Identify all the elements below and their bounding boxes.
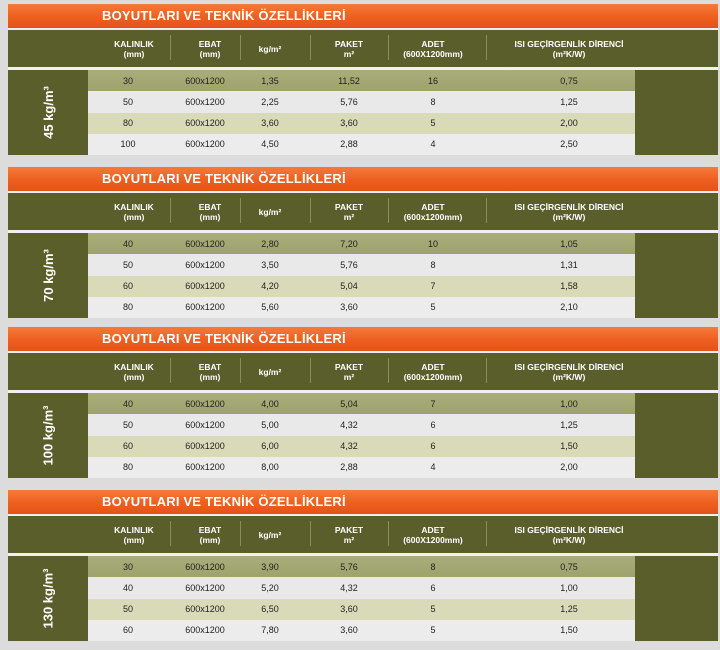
table-row: 40 600x1200 2,80 7,20 10 1,05 xyxy=(88,233,635,255)
table-body: 45 kg/m³ 30 600x1200 1,35 11,52 16 0,75 … xyxy=(8,70,718,155)
table-body: 130 kg/m³ 30 600x1200 3,90 5,76 8 0,75 4… xyxy=(8,556,718,641)
header-isi: ISI GEÇİRGENLİK DİRENCİ (m²K/W) xyxy=(514,524,624,545)
header-isi: ISI GEÇİRGENLİK DİRENCİ (m²K/W) xyxy=(514,361,624,382)
table-rows: 30 600x1200 3,90 5,76 8 0,75 40 600x1200… xyxy=(88,556,635,641)
header-isi: ISI GEÇİRGENLİK DİRENCİ (m²K/W) xyxy=(514,38,624,59)
header-adet: ADET (600x1200mm) xyxy=(403,361,463,382)
spec-block-70: BOYUTLARI VE TEKNİK ÖZELLİKLERİ KALINLIK… xyxy=(8,167,718,318)
table-header: KALINLIK (mm) EBAT (mm) kg/m² PAKET m² A… xyxy=(8,191,718,233)
table-rows: 40 600x1200 4,00 5,04 7 1,00 50 600x1200… xyxy=(88,393,635,478)
table-row: 100 600x1200 4,50 2,88 4 2,50 xyxy=(88,133,635,155)
right-cap xyxy=(635,556,718,641)
header-kalinlik: KALINLIK (mm) xyxy=(114,361,154,382)
table-row: 50 600x1200 3,50 5,76 8 1,31 xyxy=(88,254,635,276)
table-header: KALINLIK (mm) EBAT (mm) kg/m² PAKET m² A… xyxy=(8,351,718,393)
section-title: BOYUTLARI VE TEKNİK ÖZELLİKLERİ xyxy=(8,4,718,28)
spec-block-100: BOYUTLARI VE TEKNİK ÖZELLİKLERİ KALINLIK… xyxy=(8,327,718,478)
header-kg: kg/m² xyxy=(258,529,282,540)
section-title: BOYUTLARI VE TEKNİK ÖZELLİKLERİ xyxy=(8,167,718,191)
header-ebat: EBAT (mm) xyxy=(198,38,222,59)
header-adet: ADET (600X1200mm) xyxy=(403,524,463,545)
section-title: BOYUTLARI VE TEKNİK ÖZELLİKLERİ xyxy=(8,490,718,514)
header-paket: PAKET m² xyxy=(334,201,364,222)
header-adet: ADET (600x1200mm) xyxy=(403,201,463,222)
header-paket: PAKET m² xyxy=(334,524,364,545)
table-header: KALINLIK (mm) EBAT (mm) kg/m² PAKET m² A… xyxy=(8,514,718,556)
right-cap xyxy=(635,70,718,155)
table-row: 60 600x1200 6,00 4,32 6 1,50 xyxy=(88,435,635,457)
header-kg: kg/m² xyxy=(258,43,282,54)
table-row: 50 600x1200 2,25 5,76 8 1,25 xyxy=(88,91,635,113)
density-label: 45 kg/m³ xyxy=(40,86,56,139)
header-ebat: EBAT (mm) xyxy=(198,524,222,545)
table-row: 80 600x1200 3,60 3,60 5 2,00 xyxy=(88,112,635,134)
table-row: 40 600x1200 5,20 4,32 6 1,00 xyxy=(88,577,635,599)
table-row: 40 600x1200 4,00 5,04 7 1,00 xyxy=(88,393,635,415)
section-title: BOYUTLARI VE TEKNİK ÖZELLİKLERİ xyxy=(8,327,718,351)
table-rows: 40 600x1200 2,80 7,20 10 1,05 50 600x120… xyxy=(88,233,635,318)
table-row: 30 600x1200 1,35 11,52 16 0,75 xyxy=(88,70,635,92)
density-label: 70 kg/m³ xyxy=(40,249,56,302)
table-row: 60 600x1200 4,20 5,04 7 1,58 xyxy=(88,275,635,297)
header-ebat: EBAT (mm) xyxy=(198,201,222,222)
table-row: 80 600x1200 5,60 3,60 5 2,10 xyxy=(88,296,635,318)
spec-block-45: BOYUTLARI VE TEKNİK ÖZELLİKLERİ KALINLIK… xyxy=(8,4,718,155)
header-kalinlik: KALINLIK (mm) xyxy=(114,38,154,59)
density-label: 130 kg/m³ xyxy=(40,568,56,629)
table-header: KALINLIK (mm) EBAT (mm) kg/m² PAKET m² A… xyxy=(8,28,718,70)
table-body: 100 kg/m³ 40 600x1200 4,00 5,04 7 1,00 5… xyxy=(8,393,718,478)
table-row: 50 600x1200 5,00 4,32 6 1,25 xyxy=(88,414,635,436)
table-row: 30 600x1200 3,90 5,76 8 0,75 xyxy=(88,556,635,578)
header-kalinlik: KALINLIK (mm) xyxy=(114,201,154,222)
table-row: 80 600x1200 8,00 2,88 4 2,00 xyxy=(88,456,635,478)
header-kalinlik: KALINLIK (mm) xyxy=(114,524,154,545)
table-row: 50 600x1200 6,50 3,60 5 1,25 xyxy=(88,598,635,620)
header-paket: PAKET m² xyxy=(334,38,364,59)
header-kg: kg/m² xyxy=(258,206,282,217)
header-paket: PAKET m² xyxy=(334,361,364,382)
header-ebat: EBAT (mm) xyxy=(198,361,222,382)
header-kg: kg/m² xyxy=(258,366,282,377)
table-row: 60 600x1200 7,80 3,60 5 1,50 xyxy=(88,619,635,641)
right-cap xyxy=(635,233,718,318)
density-label: 100 kg/m³ xyxy=(40,405,56,466)
header-adet: ADET (600X1200mm) xyxy=(403,38,463,59)
table-rows: 30 600x1200 1,35 11,52 16 0,75 50 600x12… xyxy=(88,70,635,155)
table-body: 70 kg/m³ 40 600x1200 2,80 7,20 10 1,05 5… xyxy=(8,233,718,318)
right-cap xyxy=(635,393,718,478)
spec-block-130: BOYUTLARI VE TEKNİK ÖZELLİKLERİ KALINLIK… xyxy=(8,490,718,641)
header-isi: ISI GEÇİRGENLİK DİRENCİ (m²K/W) xyxy=(514,201,624,222)
